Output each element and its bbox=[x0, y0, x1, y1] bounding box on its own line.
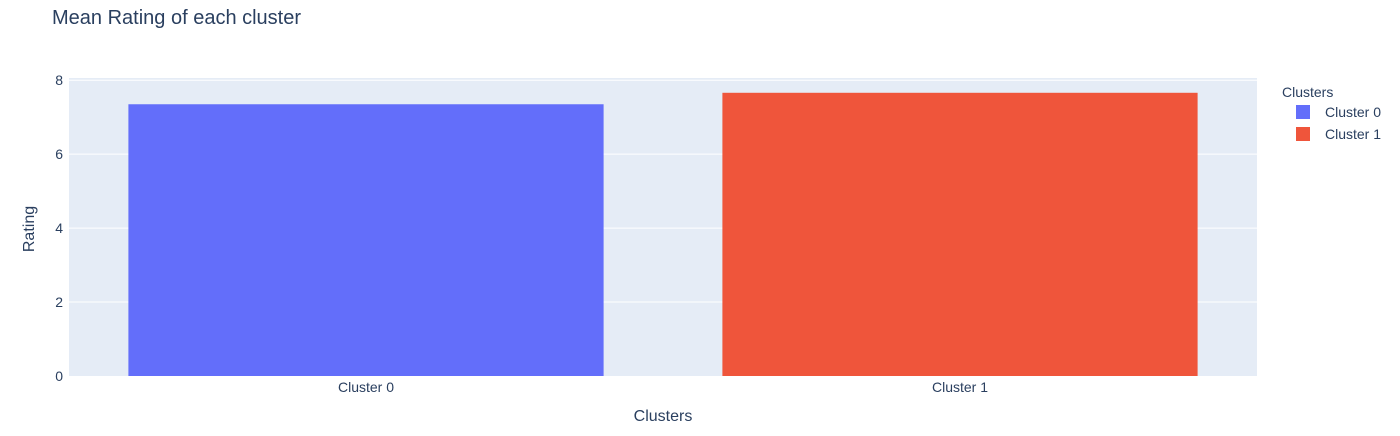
bar-cluster-0[interactable] bbox=[128, 104, 604, 377]
y-tick-label: 0 bbox=[55, 368, 63, 384]
legend-item-label: Cluster 1 bbox=[1325, 126, 1381, 142]
legend-item-label: Cluster 0 bbox=[1325, 104, 1381, 120]
x-tick-label: Cluster 1 bbox=[932, 379, 988, 395]
x-tick-label: Cluster 0 bbox=[338, 379, 394, 395]
y-tick-label: 2 bbox=[55, 294, 63, 310]
chart-title: Mean Rating of each cluster bbox=[52, 7, 301, 29]
y-tick-label: 4 bbox=[55, 220, 63, 236]
y-tick-label: 8 bbox=[55, 72, 63, 88]
legend-swatch bbox=[1296, 127, 1310, 141]
legend-swatch bbox=[1296, 105, 1310, 119]
y-tick-label: 6 bbox=[55, 146, 63, 162]
legend[interactable]: Clusters Cluster 0 Cluster 1 bbox=[1282, 84, 1381, 142]
y-axis-title: Rating bbox=[21, 206, 38, 252]
bar-cluster-1[interactable] bbox=[722, 92, 1198, 376]
legend-title: Clusters bbox=[1282, 84, 1333, 100]
x-axis-title: Clusters bbox=[634, 408, 693, 425]
bars bbox=[128, 92, 1198, 377]
x-axis-ticks: Cluster 0 Cluster 1 bbox=[338, 379, 988, 395]
y-axis-ticks: 0 2 4 6 8 bbox=[55, 72, 63, 384]
